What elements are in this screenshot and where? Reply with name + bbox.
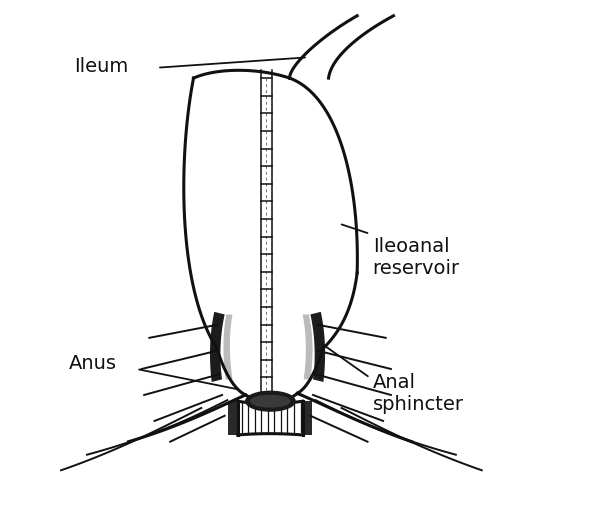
Polygon shape xyxy=(310,312,325,382)
Polygon shape xyxy=(302,401,312,435)
Polygon shape xyxy=(229,401,238,435)
Text: Anal
sphincter: Anal sphincter xyxy=(373,373,464,414)
Text: Ileum: Ileum xyxy=(74,57,128,76)
Polygon shape xyxy=(302,314,313,380)
Ellipse shape xyxy=(246,391,295,411)
Ellipse shape xyxy=(251,395,290,407)
Text: Ileoanal
reservoir: Ileoanal reservoir xyxy=(373,237,460,278)
Text: Anus: Anus xyxy=(69,354,117,373)
Polygon shape xyxy=(223,314,232,380)
Polygon shape xyxy=(210,312,224,382)
